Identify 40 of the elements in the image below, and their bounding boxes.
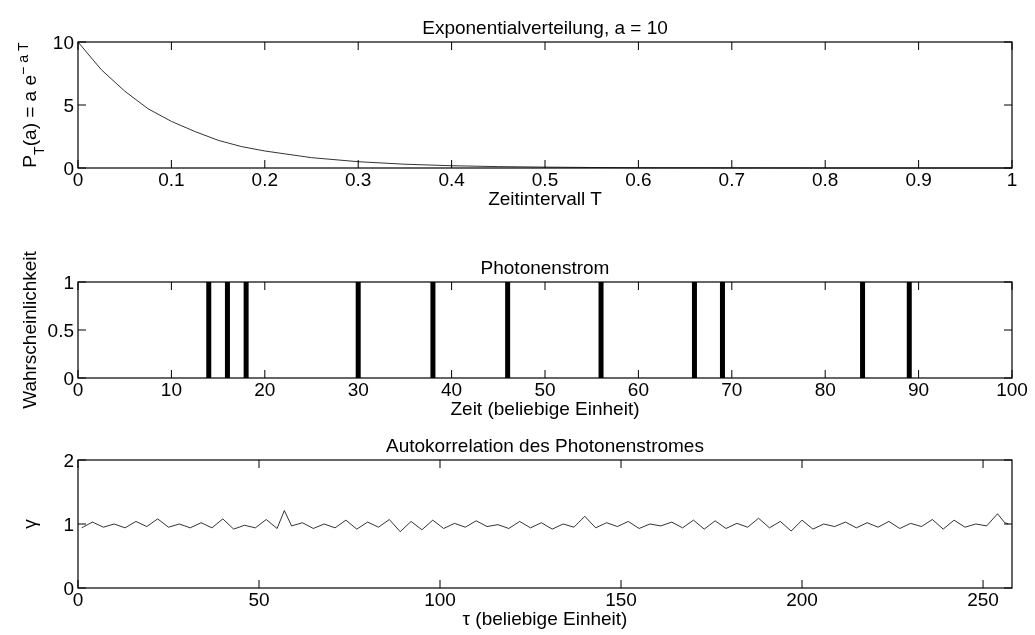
chart-title: Photonenstrom <box>480 257 610 278</box>
x-tick-label: 50 <box>248 589 270 610</box>
x-axis-title: Zeitintervall T <box>488 188 603 209</box>
x-tick-label: 50 <box>534 379 556 400</box>
x-tick-label: 100 <box>996 379 1028 400</box>
x-tick-label: 30 <box>347 379 369 400</box>
y-tick-label: 2 <box>63 450 74 471</box>
y-tick-label: 5 <box>63 95 74 116</box>
x-tick-label: 0.5 <box>531 169 559 190</box>
x-tick-label: 10 <box>160 379 182 400</box>
line-series <box>81 510 1009 533</box>
x-tick-label: 80 <box>814 379 836 400</box>
chart-title: Autokorrelation des Photonenstromes <box>386 435 704 456</box>
x-axis-title: Zeit (beliebige Einheit) <box>450 398 640 419</box>
x-tick-label: 60 <box>627 379 649 400</box>
x-tick-label: 0.8 <box>811 169 839 190</box>
x-tick-label: 0.7 <box>718 169 746 190</box>
y-axis-title: Wahrscheinlichkeit <box>19 250 40 409</box>
y-tick-label: 0.5 <box>47 320 74 341</box>
x-tick-label: 250 <box>967 589 999 610</box>
x-tick-label: 0.6 <box>625 169 652 190</box>
x-tick-label: 20 <box>254 379 276 400</box>
x-tick-label: 40 <box>441 379 463 400</box>
x-tick-label: 90 <box>908 379 930 400</box>
x-tick-label: 150 <box>605 589 637 610</box>
chart-title: Exponentialverteilung, a = 10 <box>422 17 668 38</box>
y-tick-label: 1 <box>63 272 74 293</box>
x-tick-label: 0.1 <box>158 169 185 190</box>
x-tick-label: 100 <box>424 589 456 610</box>
x-tick-label: 200 <box>786 589 818 610</box>
x-tick-label: 0.2 <box>251 169 279 190</box>
y-tick-label: 10 <box>52 32 74 53</box>
x-tick-label: 1 <box>1006 169 1018 190</box>
x-tick-label: 0.9 <box>905 169 932 190</box>
x-axis-title: τ (beliebige Einheit) <box>462 608 628 629</box>
x-tick-label: 0.3 <box>344 169 372 190</box>
y-tick-label: 1 <box>63 514 74 535</box>
y-axis-title: γ <box>19 518 40 529</box>
x-tick-label: 0.4 <box>438 169 466 190</box>
x-tick-label: 70 <box>721 379 743 400</box>
